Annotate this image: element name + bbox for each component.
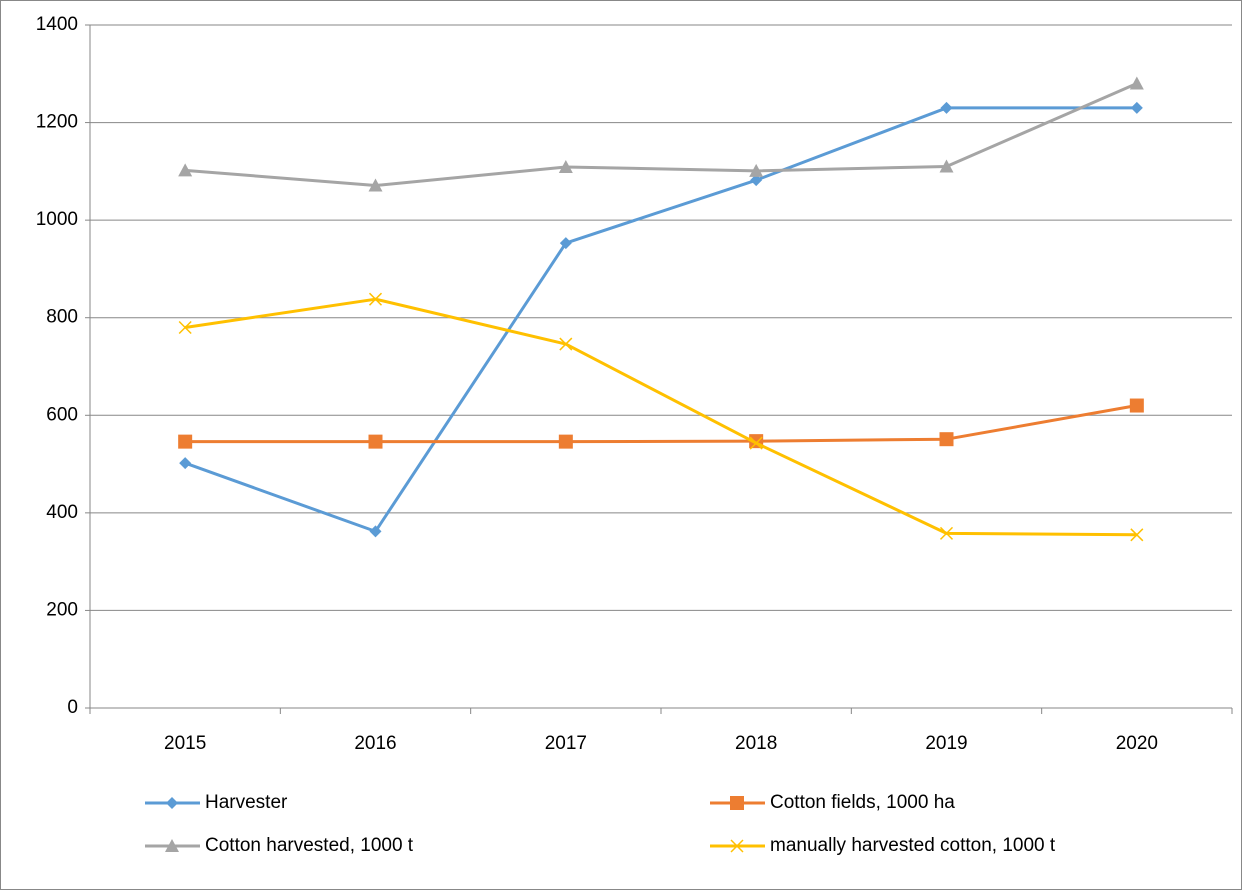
x-tick-label: 2018 [735, 733, 777, 754]
x-tick-label: 2017 [545, 733, 587, 754]
marker [166, 797, 178, 809]
marker [940, 101, 953, 114]
marker [179, 457, 192, 470]
marker [369, 525, 382, 538]
marker [750, 174, 763, 187]
marker [730, 796, 744, 810]
marker [368, 178, 383, 192]
y-tick-label: 600 [46, 404, 78, 425]
marker [730, 839, 744, 853]
legend-label: manually harvested cotton, 1000 t [770, 835, 1056, 856]
series-line [185, 404, 1138, 444]
marker [1129, 76, 1144, 90]
marker [1129, 398, 1144, 413]
marker [749, 436, 763, 450]
marker [558, 159, 573, 173]
marker [558, 434, 573, 449]
series-line [184, 106, 1137, 533]
marker [178, 434, 193, 449]
y-tick-label: 1400 [36, 14, 78, 35]
series-line [184, 297, 1137, 537]
marker [178, 163, 193, 177]
marker [1130, 101, 1143, 114]
marker [939, 159, 954, 173]
y-tick-label: 1000 [36, 209, 78, 230]
x-tick-label: 2015 [164, 733, 206, 754]
x-tick-label: 2020 [1116, 733, 1158, 754]
y-tick-label: 400 [46, 502, 78, 523]
legend-label: Cotton fields, 1000 ha [770, 792, 955, 813]
marker [939, 432, 954, 447]
marker [1130, 528, 1144, 542]
marker [939, 526, 954, 540]
y-tick-label: 1200 [36, 112, 78, 133]
x-tick-label: 2019 [925, 733, 967, 754]
series-line [185, 82, 1138, 188]
marker [368, 434, 383, 449]
marker [368, 292, 383, 306]
y-tick-label: 200 [46, 599, 78, 620]
marker [165, 839, 179, 852]
y-tick-label: 800 [46, 307, 78, 328]
marker [178, 320, 192, 335]
x-tick-label: 2016 [354, 733, 396, 754]
legend-label: Cotton harvested, 1000 t [205, 835, 414, 856]
marker [559, 237, 572, 250]
marker [749, 163, 764, 177]
y-tick-label: 0 [67, 697, 78, 718]
legend-label: Harvester [205, 792, 288, 813]
marker [559, 337, 573, 351]
